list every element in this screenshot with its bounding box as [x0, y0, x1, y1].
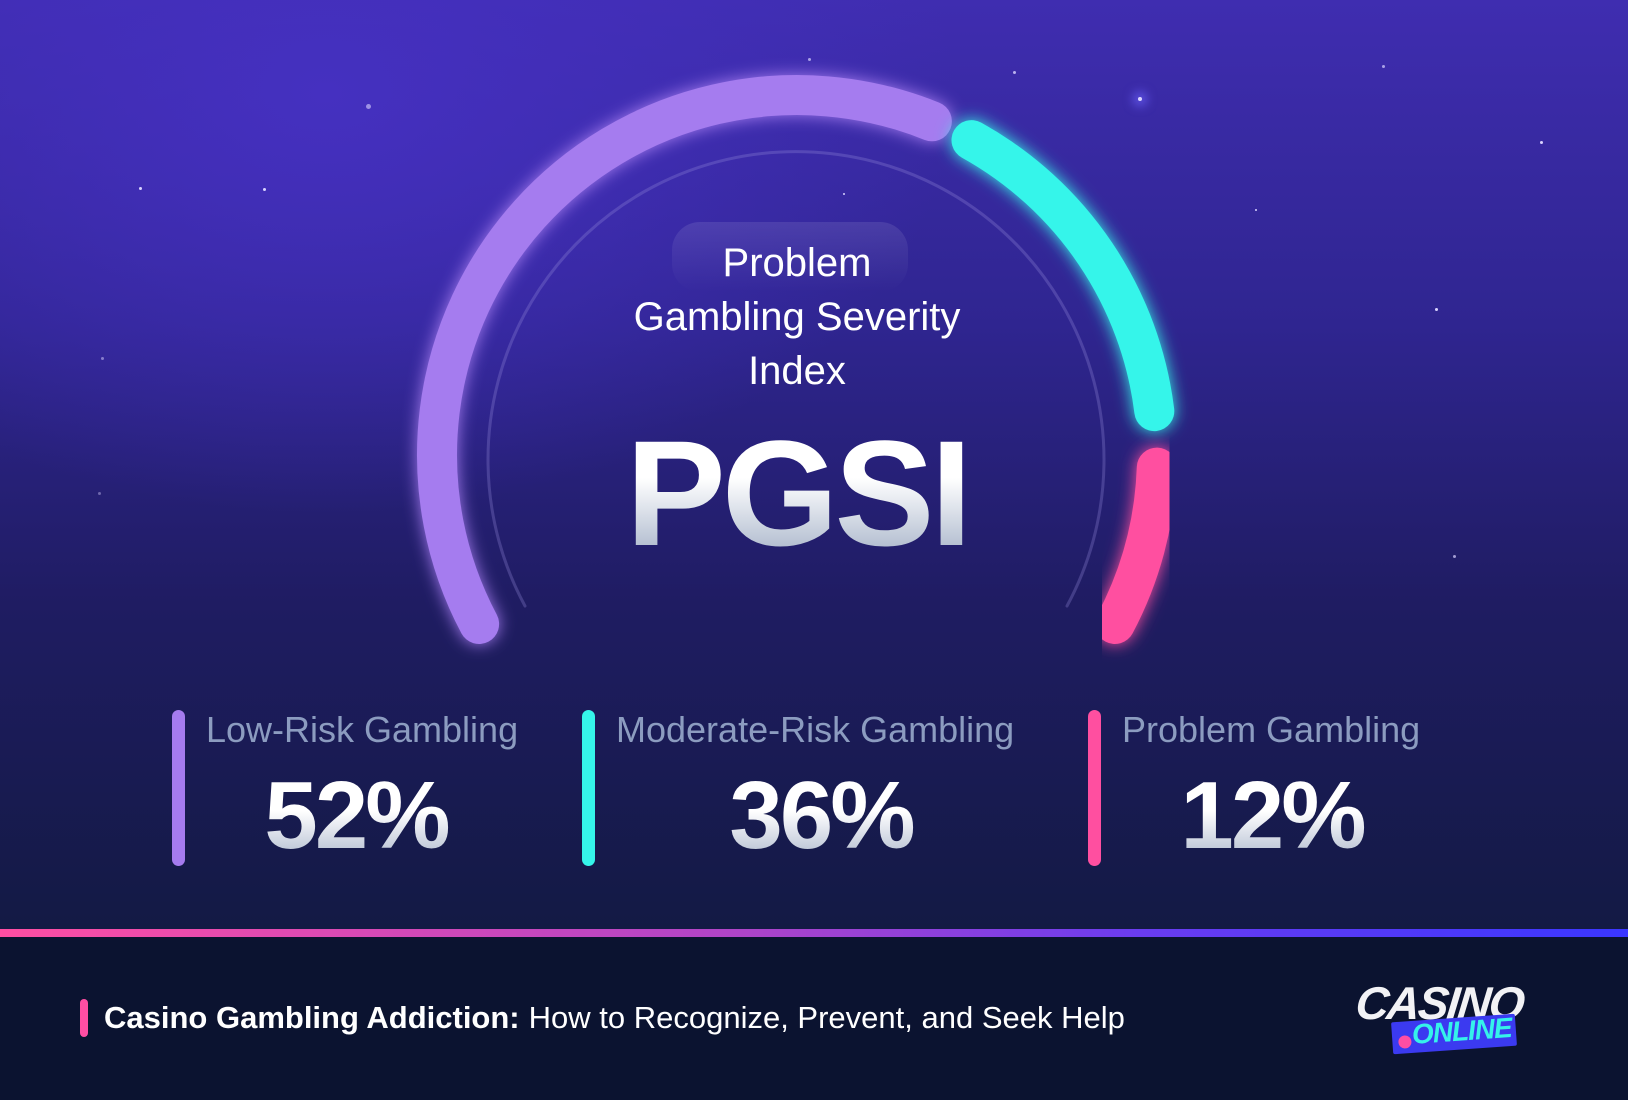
star-icon	[1435, 308, 1438, 311]
star-icon	[1138, 97, 1142, 101]
gauge-arc-problem	[1094, 447, 1177, 644]
logo-dot-icon	[1397, 1035, 1412, 1049]
gauge-inner-ring	[486, 150, 1106, 608]
star-icon	[1540, 141, 1543, 144]
legend-color-bar	[582, 710, 595, 866]
gauge-title-line: Gambling Severity	[633, 295, 961, 339]
star-icon	[366, 104, 371, 109]
divider-line	[0, 929, 1628, 937]
star-icon	[1382, 65, 1385, 68]
stat-value: 12%	[1122, 766, 1422, 866]
hero-background	[0, 0, 1628, 930]
stat-value: 52%	[206, 766, 506, 866]
legend-color-bar	[172, 710, 185, 866]
star-icon	[843, 193, 845, 195]
gauge-title-line: Problem	[722, 241, 872, 285]
gauge-title-line: Index	[748, 349, 846, 393]
gauge-acronym: PGSI	[597, 418, 997, 568]
star-icon	[1013, 71, 1016, 74]
gauge-arc-moderate-risk	[951, 120, 1175, 432]
stat-value: 36%	[616, 766, 1026, 866]
star-icon	[139, 187, 142, 190]
caption-rest: How to Recognize, Prevent, and Seek Help	[528, 1000, 1125, 1035]
star-icon	[98, 492, 101, 495]
caption-bold: Casino Gambling Addiction:	[104, 1000, 520, 1035]
logo-badge: ONLINE	[1391, 1012, 1517, 1055]
gauge-title: Problem Gambling Severity Index	[597, 236, 997, 398]
stat-low-risk: Low-Risk Gambling 52%	[172, 710, 532, 866]
star-icon	[808, 58, 811, 61]
stat-problem: Problem Gambling 12%	[1088, 710, 1448, 866]
caption-marker	[80, 999, 88, 1037]
stat-label: Problem Gambling	[1122, 709, 1421, 750]
stat-moderate-risk: Moderate-Risk Gambling 36%	[582, 710, 1022, 866]
footer-caption: Casino Gambling Addiction: How to Recogn…	[80, 999, 1125, 1037]
logo-badge-text: ONLINE	[1410, 1012, 1513, 1050]
star-icon	[263, 188, 266, 191]
title-pill-background	[672, 222, 908, 292]
legend-color-bar	[1088, 710, 1101, 866]
stat-label: Low-Risk Gambling	[206, 709, 519, 750]
footer	[0, 937, 1628, 1100]
star-icon	[1255, 209, 1257, 211]
star-icon	[1453, 555, 1456, 558]
casino-online-logo: CASINO ONLINE	[1353, 977, 1566, 1055]
star-icon	[101, 357, 104, 360]
stat-label: Moderate-Risk Gambling	[616, 709, 1015, 750]
gauge-arc-low-risk	[417, 75, 952, 644]
pgsi-gauge-chart	[417, 75, 1177, 644]
